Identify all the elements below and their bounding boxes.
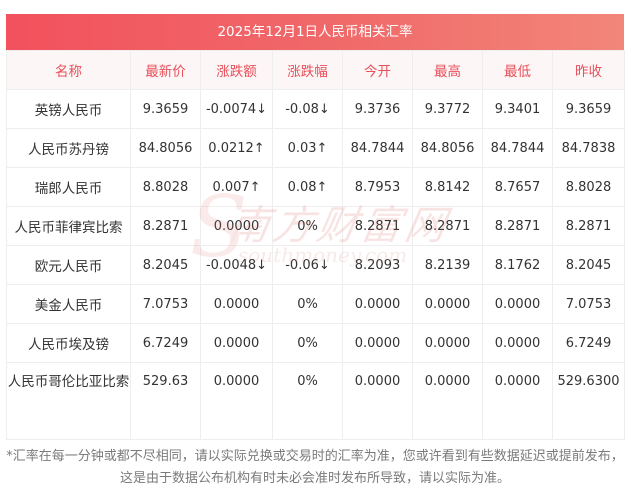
open-price: 84.7844 — [342, 128, 413, 168]
high-price: 8.2871 — [412, 206, 483, 246]
prev-close: 8.2871 — [552, 206, 625, 246]
low-price: 0.0000 — [482, 323, 553, 363]
table-row: 瑞郎人民币 8.8028 0.007↑ 0.08↑ 8.7953 8.8142 … — [6, 167, 625, 207]
latest-price: 529.63 — [130, 362, 201, 440]
change-amount: -0.0048↓ — [200, 245, 273, 285]
change-amount: 0.0000 — [200, 284, 273, 324]
table-row: 英镑人民币 9.3659 -0.0074↓ -0.08↓ 9.3736 9.37… — [6, 89, 625, 129]
change-percent: 0.03↑ — [272, 128, 343, 168]
prev-close: 9.3659 — [552, 89, 625, 129]
low-price: 8.2871 — [482, 206, 553, 246]
latest-price: 8.2045 — [130, 245, 201, 285]
high-price: 9.3772 — [412, 89, 483, 129]
prev-close: 8.2045 — [552, 245, 625, 285]
currency-name: 人民币菲律宾比索 — [6, 206, 131, 246]
currency-name: 美金人民币 — [6, 284, 131, 324]
change-amount: 0.007↑ — [200, 167, 273, 207]
low-price: 8.7657 — [482, 167, 553, 207]
high-price: 8.2139 — [412, 245, 483, 285]
prev-close: 84.7838 — [552, 128, 625, 168]
latest-price: 84.8056 — [130, 128, 201, 168]
prev-close: 6.7249 — [552, 323, 625, 363]
low-price: 0.0000 — [482, 284, 553, 324]
currency-name: 人民币哥伦比亚比索 — [6, 362, 131, 440]
open-price: 8.7953 — [342, 167, 413, 207]
col-header-latest: 最新价 — [130, 50, 201, 90]
high-price: 0.0000 — [412, 284, 483, 324]
change-amount: 0.0000 — [200, 323, 273, 363]
col-header-change: 涨跌额 — [200, 50, 273, 90]
change-percent: -0.08↓ — [272, 89, 343, 129]
change-percent: 0% — [272, 362, 343, 440]
open-price: 8.2871 — [342, 206, 413, 246]
table-row: 美金人民币 7.0753 0.0000 0% 0.0000 0.0000 0.0… — [6, 284, 625, 324]
change-percent: 0% — [272, 284, 343, 324]
col-header-name: 名称 — [6, 50, 131, 90]
change-percent: 0% — [272, 206, 343, 246]
table-row: 人民币菲律宾比索 8.2871 0.0000 0% 8.2871 8.2871 … — [6, 206, 625, 246]
change-percent: 0% — [272, 323, 343, 363]
table-row: 人民币埃及镑 6.7249 0.0000 0% 0.0000 0.0000 0.… — [6, 323, 625, 363]
high-price: 8.8142 — [412, 167, 483, 207]
currency-name: 人民币埃及镑 — [6, 323, 131, 363]
currency-name: 英镑人民币 — [6, 89, 131, 129]
table-row: 欧元人民币 8.2045 -0.0048↓ -0.06↓ 8.2093 8.21… — [6, 245, 625, 285]
change-amount: 0.0000 — [200, 206, 273, 246]
latest-price: 9.3659 — [130, 89, 201, 129]
disclaimer-note: *汇率在每一分钟或都不尽相同，请以实际兑换或交易时的汇率为准，您或许看到有些数据… — [6, 449, 624, 486]
latest-price: 6.7249 — [130, 323, 201, 363]
prev-close: 8.8028 — [552, 167, 625, 207]
col-header-low: 最低 — [482, 50, 553, 90]
low-price: 9.3401 — [482, 89, 553, 129]
col-header-open: 今开 — [342, 50, 413, 90]
col-header-high: 最高 — [412, 50, 483, 90]
table-title: 2025年12月1日人民币相关汇率 — [6, 14, 624, 50]
change-amount: -0.0074↓ — [200, 89, 273, 129]
high-price: 84.8056 — [412, 128, 483, 168]
change-percent: -0.06↓ — [272, 245, 343, 285]
change-percent: 0.08↑ — [272, 167, 343, 207]
high-price: 0.0000 — [412, 362, 483, 440]
high-price: 0.0000 — [412, 323, 483, 363]
col-header-pct: 涨跌幅 — [272, 50, 343, 90]
low-price: 0.0000 — [482, 362, 553, 440]
latest-price: 7.0753 — [130, 284, 201, 324]
currency-name: 人民币苏丹镑 — [6, 128, 131, 168]
open-price: 0.0000 — [342, 362, 413, 440]
low-price: 8.1762 — [482, 245, 553, 285]
exchange-rate-table: 名称 最新价 涨跌额 涨跌幅 今开 最高 最低 昨收 英镑人民币 9.3659 … — [6, 50, 625, 440]
currency-name: 欧元人民币 — [6, 245, 131, 285]
latest-price: 8.8028 — [130, 167, 201, 207]
change-amount: 0.0000 — [200, 362, 273, 440]
open-price: 0.0000 — [342, 284, 413, 324]
open-price: 0.0000 — [342, 323, 413, 363]
prev-close: 529.6300 — [552, 362, 625, 440]
prev-close: 7.0753 — [552, 284, 625, 324]
low-price: 84.7844 — [482, 128, 553, 168]
currency-name: 瑞郎人民币 — [6, 167, 131, 207]
change-amount: 0.0212↑ — [200, 128, 273, 168]
latest-price: 8.2871 — [130, 206, 201, 246]
header-row: 名称 最新价 涨跌额 涨跌幅 今开 最高 最低 昨收 — [6, 50, 625, 90]
open-price: 8.2093 — [342, 245, 413, 285]
table-row: 人民币苏丹镑 84.8056 0.0212↑ 0.03↑ 84.7844 84.… — [6, 128, 625, 168]
col-header-prev: 昨收 — [552, 50, 625, 90]
open-price: 9.3736 — [342, 89, 413, 129]
table-row: 人民币哥伦比亚比索 529.63 0.0000 0% 0.0000 0.0000… — [6, 362, 625, 440]
